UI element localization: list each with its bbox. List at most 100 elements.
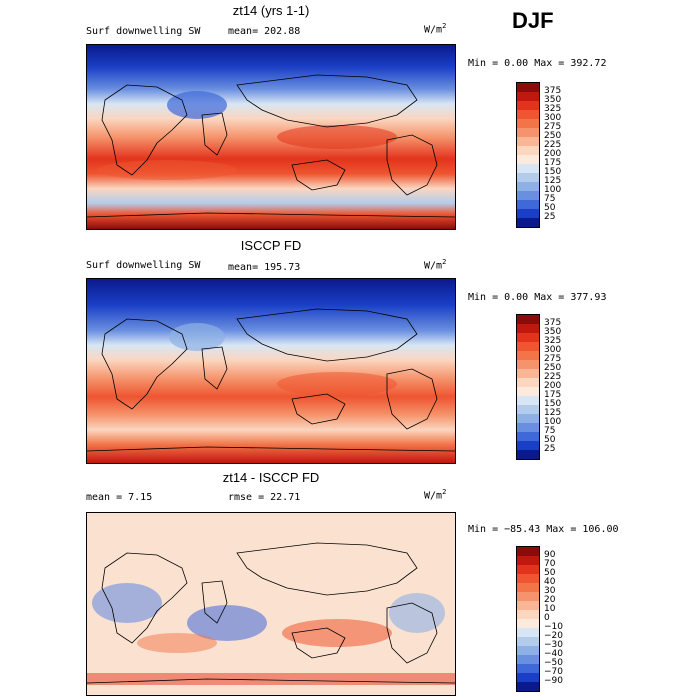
- colorbar-box: [517, 164, 539, 173]
- colorbar-box: [517, 628, 539, 637]
- colorbar-box: [517, 333, 539, 342]
- panel3-mean: mean = 7.15: [86, 492, 153, 503]
- colorbar-label: 250: [544, 131, 562, 141]
- colorbar-box: [517, 92, 539, 101]
- panel1-colorbar: 375 350 325 300 275 250 225 200 175 150 …: [516, 82, 561, 228]
- colorbar-label: 90: [544, 550, 556, 560]
- colorbar-label: 75: [544, 194, 556, 204]
- panel3-coastlines: [87, 542, 455, 684]
- colorbar-label: 175: [544, 158, 562, 168]
- colorbar-box: [517, 637, 539, 646]
- panel1-minmax: Min = 0.00 Max = 392.72: [468, 58, 607, 69]
- colorbar-label: 350: [544, 327, 562, 337]
- colorbar-label: 200: [544, 149, 562, 159]
- colorbar-box: [517, 423, 539, 432]
- colorbar-label: 275: [544, 122, 562, 132]
- colorbar-label: 40: [544, 577, 556, 587]
- colorbar-box: [517, 396, 539, 405]
- colorbar-box: [517, 146, 539, 155]
- colorbar-box: [517, 565, 539, 574]
- colorbar-label: 275: [544, 354, 562, 364]
- panel3-negative-patch: [92, 583, 162, 623]
- colorbar-box: [517, 200, 539, 209]
- panel1-variable: Surf downwelling SW: [86, 26, 201, 37]
- colorbar-box: [517, 324, 539, 333]
- colorbar-box: [517, 664, 539, 673]
- colorbar-box: [517, 218, 539, 227]
- panel2-title: ISCCP FD: [240, 238, 302, 253]
- panel2-map: [86, 278, 456, 464]
- colorbar-label: −90: [544, 676, 563, 686]
- panel3-title: zt14 - ISCCP FD: [222, 470, 320, 485]
- panel2-coastlines: [87, 308, 455, 452]
- colorbar-box: [517, 351, 539, 360]
- colorbar-label: 250: [544, 363, 562, 373]
- colorbar-label: 200: [544, 381, 562, 391]
- panel1-field: [87, 45, 455, 229]
- colorbar-label: 50: [544, 435, 556, 445]
- colorbar-label: 20: [544, 595, 556, 605]
- colorbar-box: [517, 119, 539, 128]
- panel2-warm-patch: [277, 372, 397, 396]
- colorbar-box: [517, 209, 539, 218]
- colorbar-label: 375: [544, 318, 562, 328]
- colorbar-label: 100: [544, 185, 562, 195]
- panel3-map: [86, 512, 456, 696]
- panel1-warm-patch: [277, 125, 397, 149]
- colorbar-label: 10: [544, 604, 556, 614]
- panel3-minmax: Min = −85.43 Max = 106.00: [468, 524, 619, 535]
- colorbar-box: [517, 155, 539, 164]
- colorbar-label: 175: [544, 390, 562, 400]
- panel1-coastlines: [87, 74, 455, 218]
- colorbar-box: [517, 610, 539, 619]
- colorbar-box: [517, 601, 539, 610]
- panel1-title: zt14 (yrs 1-1): [232, 3, 310, 18]
- colorbar-label: −10: [544, 622, 563, 632]
- panel3-colorbar: 90 70 50 40 30 20 10 0 −10 −20 −30 −40 −…: [516, 546, 563, 692]
- colorbar-label: 0: [544, 613, 550, 623]
- colorbar-box: [517, 101, 539, 110]
- colorbar-box: [517, 432, 539, 441]
- colorbar-label: −30: [544, 640, 563, 650]
- colorbar-label: 70: [544, 559, 556, 569]
- colorbar-label: 125: [544, 408, 562, 418]
- colorbar-box: [517, 682, 539, 691]
- panel3-rmse: rmse = 22.71: [228, 492, 301, 503]
- colorbar-box: [517, 655, 539, 664]
- panel2-cloud-patch: [169, 323, 225, 351]
- panel1-map-svg: [87, 45, 455, 229]
- colorbar-label: −40: [544, 649, 563, 659]
- colorbar-label: 225: [544, 372, 562, 382]
- colorbar-label: 325: [544, 336, 562, 346]
- colorbar-box: [517, 574, 539, 583]
- colorbar-label: 375: [544, 86, 562, 96]
- colorbar-label: 150: [544, 167, 562, 177]
- colorbar-box: [517, 619, 539, 628]
- panel1-warm-patch: [97, 160, 237, 180]
- colorbar-label: 100: [544, 417, 562, 427]
- colorbar-box: [517, 592, 539, 601]
- colorbar-label: 300: [544, 345, 562, 355]
- panel3-negative-patch: [389, 593, 445, 633]
- colorbar-box: [517, 128, 539, 137]
- season-label: DJF: [512, 8, 554, 33]
- colorbar-label: 25: [544, 444, 556, 454]
- colorbar-box: [517, 673, 539, 682]
- panel1-map: [86, 44, 456, 230]
- colorbar-label: 325: [544, 104, 562, 114]
- panel3-units: W/m2: [424, 488, 447, 502]
- colorbar-box: [517, 173, 539, 182]
- colorbar-box: [517, 387, 539, 396]
- panel2-variable: Surf downwelling SW: [86, 260, 201, 271]
- colorbar-label: 50: [544, 203, 556, 213]
- colorbar-label: −20: [544, 631, 563, 641]
- colorbar-label: 300: [544, 113, 562, 123]
- colorbar-box: [517, 137, 539, 146]
- panel3-positive-band: [87, 673, 455, 685]
- colorbar-box: [517, 556, 539, 565]
- panel1-mean: mean= 202.88: [228, 26, 301, 37]
- panel3-positive-patch: [137, 633, 217, 653]
- panel2-field: [87, 279, 455, 463]
- colorbar-label: 50: [544, 568, 556, 578]
- colorbar-box: [517, 369, 539, 378]
